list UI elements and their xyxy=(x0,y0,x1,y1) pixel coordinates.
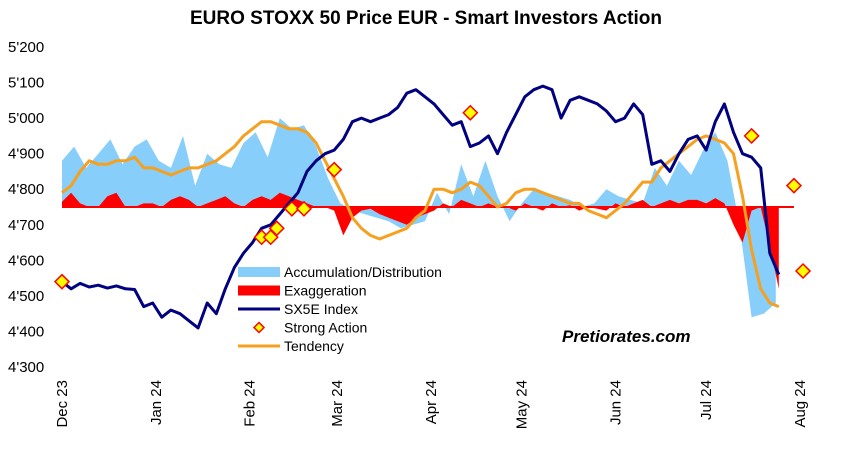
x-tick-label: Apr 24 xyxy=(423,380,440,424)
legend-swatch-accumulation xyxy=(238,267,280,277)
y-tick-label: 4'400 xyxy=(8,323,44,340)
y-tick-label: 4'300 xyxy=(8,359,44,376)
strong-action-marker xyxy=(785,177,803,194)
strong-action-marker xyxy=(326,161,343,178)
strong-action-marker xyxy=(462,104,479,121)
x-tick-label: Jul 24 xyxy=(698,380,715,420)
y-tick-label: 5'000 xyxy=(8,110,44,127)
tendency-layer xyxy=(61,120,780,308)
x-tick-label: May 24 xyxy=(514,380,531,429)
legend-swatch-strong-action xyxy=(252,321,266,334)
y-tick-label: 4'900 xyxy=(8,146,44,163)
y-tick-label: 4'500 xyxy=(8,288,44,305)
sx5e-index-layer xyxy=(61,84,781,330)
strong-action-marker xyxy=(743,127,760,144)
legend-swatch-exaggeration xyxy=(238,285,280,296)
x-tick-label: Dec 23 xyxy=(54,380,71,428)
y-tick-label: 5'200 xyxy=(8,39,44,56)
legend-label: Accumulation/Distribution xyxy=(284,264,442,280)
accumulation-distribution-area xyxy=(62,118,776,318)
y-tick-label: 4'600 xyxy=(8,252,44,269)
x-tick-label: Feb 24 xyxy=(242,380,259,427)
strong-action-layer xyxy=(53,104,812,290)
legend-label: Exaggeration xyxy=(284,283,367,299)
x-tick-label: Jun 24 xyxy=(608,380,625,425)
y-tick-label: 4'700 xyxy=(8,217,44,234)
y-tick-label: 4'800 xyxy=(8,181,44,198)
legend-label: Strong Action xyxy=(284,320,367,336)
strong-action-marker xyxy=(295,200,313,217)
legend-label: Tendency xyxy=(284,338,344,354)
sx5e-index-line xyxy=(61,84,781,330)
exaggeration-area xyxy=(62,192,779,289)
watermark-text: Pretiorates.com xyxy=(562,327,691,346)
legend-label: SX5E Index xyxy=(284,301,358,317)
x-axis: Dec 23 Jan 24 Feb 24 Mar 24 Apr 24 May 24 Jun … xyxy=(54,380,809,429)
accumulation-distribution-layer xyxy=(62,118,776,318)
x-tick-label: Mar 24 xyxy=(329,380,346,427)
strong-action-marker xyxy=(53,273,71,290)
x-tick-label: Aug 24 xyxy=(792,380,809,428)
strong-action-marker xyxy=(283,200,300,217)
strong-action-marker xyxy=(268,220,285,237)
exaggeration-layer xyxy=(62,192,779,289)
tendency-line xyxy=(61,120,780,308)
y-axis: 4'300 4'400 4'500 4'600 4'700 4'800 4'900 5'000… xyxy=(8,39,44,376)
chart-title: EURO STOXX 50 Price EUR - Smart Investor… xyxy=(190,8,662,29)
x-tick-label: Jan 24 xyxy=(148,380,165,425)
y-tick-label: 5'100 xyxy=(8,75,44,92)
strong-action-marker xyxy=(794,262,812,280)
legend: Accumulation/Distribution Exaggeration SX5… xyxy=(238,264,442,354)
